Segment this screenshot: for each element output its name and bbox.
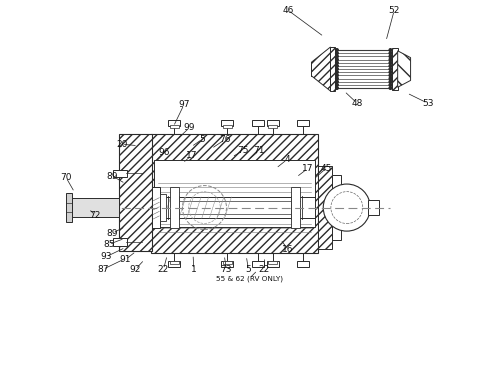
Text: 89: 89 [107, 171, 118, 181]
Text: 52: 52 [388, 6, 400, 15]
Text: 85: 85 [103, 240, 115, 249]
Bar [297, 261, 309, 267]
Circle shape [336, 64, 338, 67]
Circle shape [324, 184, 370, 231]
Bar [168, 261, 180, 267]
Text: 75: 75 [238, 146, 249, 155]
Bar [170, 261, 178, 264]
Circle shape [336, 74, 338, 77]
Bar [318, 166, 332, 249]
Text: 22: 22 [259, 265, 270, 274]
Bar [332, 175, 341, 240]
Bar [160, 194, 166, 221]
Circle shape [389, 77, 392, 80]
Circle shape [389, 83, 392, 86]
Bar [368, 200, 379, 215]
Bar [152, 187, 160, 229]
Bar [170, 187, 179, 229]
Text: 45: 45 [320, 164, 332, 173]
Circle shape [389, 61, 392, 64]
Text: 71: 71 [254, 146, 265, 155]
Circle shape [336, 55, 338, 58]
Text: 17: 17 [302, 164, 314, 173]
Text: 92: 92 [130, 265, 141, 274]
Circle shape [389, 52, 392, 54]
Bar [266, 120, 279, 126]
Text: 46: 46 [282, 6, 294, 15]
Bar [252, 261, 264, 267]
Bar [119, 134, 152, 251]
Text: 91: 91 [120, 255, 131, 264]
Text: 17: 17 [186, 151, 198, 160]
Circle shape [336, 71, 338, 74]
Circle shape [336, 58, 338, 61]
Circle shape [389, 86, 392, 89]
Circle shape [336, 80, 338, 83]
Bar [66, 193, 72, 222]
Bar [168, 120, 180, 126]
Text: 96: 96 [159, 148, 170, 157]
Bar [170, 125, 178, 128]
Circle shape [389, 74, 392, 77]
Bar [252, 120, 264, 126]
Bar [392, 48, 398, 90]
Bar [152, 134, 318, 253]
Circle shape [336, 49, 338, 51]
Text: 89: 89 [107, 229, 118, 237]
Circle shape [336, 77, 338, 80]
Bar [72, 198, 119, 217]
Bar [268, 125, 278, 128]
Circle shape [389, 55, 392, 58]
Bar [221, 120, 234, 126]
Bar [222, 125, 232, 128]
Text: 16: 16 [282, 245, 294, 254]
Circle shape [389, 58, 392, 61]
Text: 93: 93 [100, 253, 112, 261]
Text: 55 & 62 (RV ONLY): 55 & 62 (RV ONLY) [216, 275, 282, 282]
Bar [222, 261, 232, 264]
Bar [268, 261, 278, 264]
Text: 5: 5 [200, 135, 205, 144]
Text: 22: 22 [158, 265, 169, 274]
Text: 20: 20 [116, 140, 128, 149]
Polygon shape [312, 47, 330, 91]
Bar [335, 50, 392, 88]
Circle shape [336, 83, 338, 86]
Circle shape [331, 192, 362, 224]
Circle shape [389, 68, 392, 70]
Circle shape [336, 68, 338, 70]
Circle shape [389, 64, 392, 67]
Text: 76: 76 [220, 135, 231, 144]
Circle shape [389, 71, 392, 74]
Text: 48: 48 [352, 99, 362, 108]
Bar [266, 261, 279, 267]
Bar [297, 120, 309, 126]
Circle shape [336, 61, 338, 64]
Bar [154, 160, 316, 227]
Bar [113, 238, 126, 245]
Text: 73: 73 [220, 265, 232, 274]
Text: 72: 72 [90, 211, 101, 220]
Circle shape [389, 80, 392, 83]
Circle shape [336, 86, 338, 89]
Bar [221, 261, 234, 267]
Text: 87: 87 [97, 265, 108, 274]
Text: 97: 97 [178, 100, 190, 109]
Bar [290, 187, 300, 229]
Text: 70: 70 [60, 173, 72, 182]
Polygon shape [398, 51, 410, 87]
Text: 4: 4 [284, 155, 290, 164]
Circle shape [336, 52, 338, 54]
Text: 1: 1 [191, 265, 196, 274]
Text: 53: 53 [422, 99, 434, 108]
Text: 5: 5 [246, 265, 252, 274]
Bar [330, 47, 335, 91]
Circle shape [389, 49, 392, 51]
Bar [113, 170, 126, 177]
Text: 99: 99 [184, 123, 195, 132]
